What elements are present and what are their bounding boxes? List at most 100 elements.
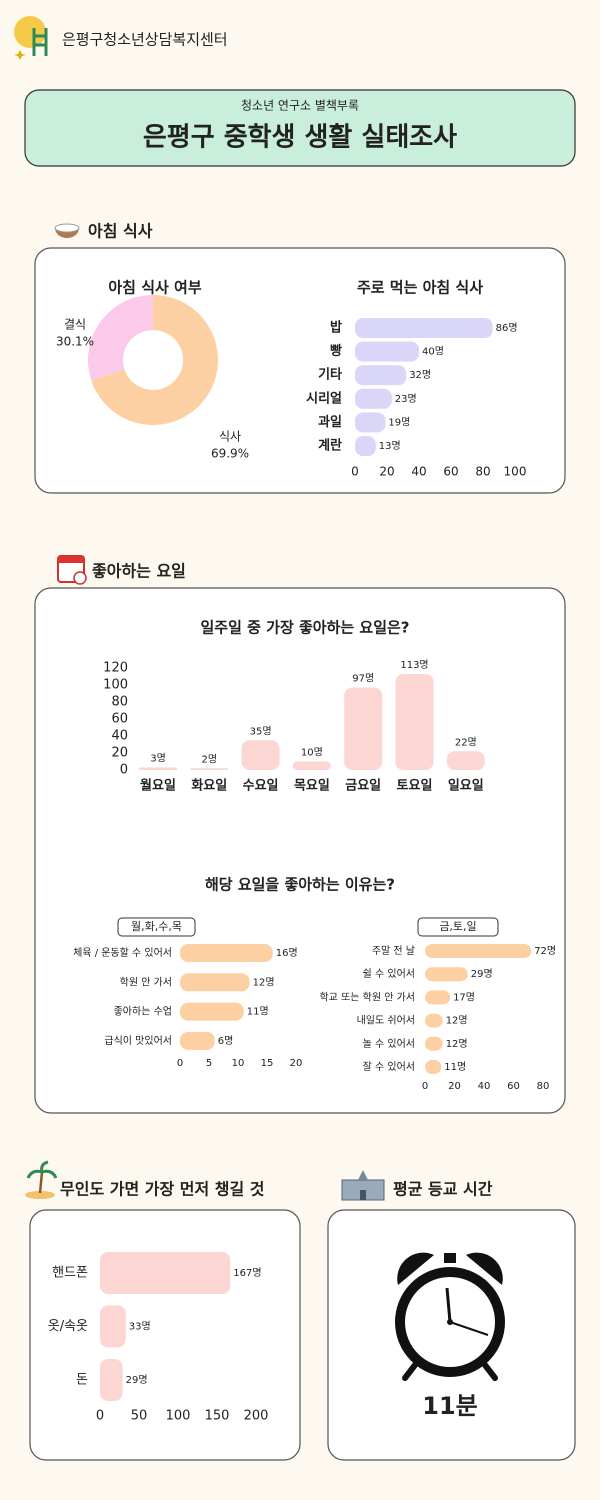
x-tick-label: 40 [411,465,426,479]
bar [355,388,392,409]
value-label: 10명 [301,747,323,759]
value-label: 167명 [233,1267,261,1279]
value-label: 33명 [129,1321,151,1333]
x-tick-label: 화요일 [191,778,227,794]
category-label: 빵 [330,343,342,359]
value-label: 86명 [496,322,518,334]
bar [425,1060,442,1074]
x-tick-label: 150 [205,1409,230,1424]
chart-title: 금,토,일 [439,919,476,933]
x-tick-label: 0 [96,1409,104,1424]
category-label: 핸드폰 [52,1265,88,1281]
value-label: 29명 [126,1374,148,1386]
x-tick-label: 5 [206,1058,212,1069]
y-tick-label: 0 [120,763,128,778]
value-label: 29명 [471,968,493,980]
bar [190,768,229,770]
bar [180,973,250,992]
x-tick-label: 20 [290,1058,303,1069]
category-label: 기타 [318,367,342,383]
x-tick-label: 20 [448,1081,461,1092]
card [29,1209,301,1461]
y-tick-label: 80 [111,695,128,710]
category-label: 계란 [318,439,342,454]
calendar-icon [57,555,87,585]
tag-box [117,917,196,937]
category-label: 학원 안 가서 [120,976,172,988]
school-icon [341,1170,385,1201]
category-label: 시리얼 [306,390,342,406]
bar [100,1305,126,1348]
category-label: 과일 [318,415,342,430]
bar [241,740,280,770]
x-tick-label: 금요일 [345,779,381,794]
x-tick-label: 월요일 [140,778,176,794]
category-label: 주말 전 날 [372,945,415,957]
pie-slice [88,295,153,381]
value-label: 17명 [453,991,475,1003]
x-tick-label: 토요일 [397,779,433,794]
value-label: 12명 [446,1015,468,1027]
bar [139,767,177,770]
x-tick-label: 수요일 [243,779,279,794]
bar [180,1002,244,1021]
value-label: 13명 [379,440,401,452]
x-tick-label: 60 [443,465,458,479]
banner-subtitle: 청소년 연구소 별책부록 [241,98,359,113]
x-tick-label: 100 [504,465,527,479]
bar [425,1013,443,1028]
chart-title: 주로 먹는 아침 식사 [357,279,483,297]
x-tick-label: 20 [379,465,394,479]
value-label: 2명 [202,753,218,765]
x-tick-label: 40 [478,1081,491,1092]
x-tick-label: 0 [177,1058,183,1069]
y-tick-label: 100 [103,678,128,693]
category-label: 옷/속옷 [48,1319,88,1334]
category-label: 잘 수 있어서 [363,1061,415,1073]
value-label: 12명 [253,976,275,988]
island-icon [25,1160,58,1199]
x-tick-label: 목요일 [294,779,330,794]
bar [100,1359,123,1401]
category-label: 돈 [76,1373,88,1388]
bar [425,944,532,958]
x-tick-label: 15 [261,1058,274,1069]
value-label: 11명 [444,1061,466,1073]
banner-title: 은평구 중학생 생활 실태조사 [143,123,457,153]
bar [355,412,386,433]
category-label: 쉴 수 있어서 [363,968,415,980]
category-label: 학교 또는 학원 안 가서 [319,991,415,1003]
pie-slice [91,295,218,425]
category-label: 밥 [330,320,342,336]
section-heading: 아침 식사 [88,222,153,241]
slice-label: 식사 [219,430,241,444]
y-tick-label: 40 [111,729,128,744]
value-label: 97명 [352,673,374,685]
slice-value: 69.9% [211,447,249,461]
logo [14,16,48,60]
bar [180,1031,215,1050]
value-label: 3명 [150,752,166,764]
tag-box [417,917,499,937]
x-tick-label: 50 [131,1409,148,1424]
y-tick-label: 60 [111,712,128,727]
org-name: 은평구청소년상담복지센터 [62,31,228,49]
value-label: 19명 [388,416,410,428]
value-label: 40명 [422,346,444,358]
bar [446,751,485,770]
bar [355,341,419,362]
value-label: 23명 [395,393,417,405]
value-label: 6명 [218,1035,234,1047]
bar [292,761,331,770]
chart-title: 월,화,수,목 [131,920,182,933]
bar [355,365,407,386]
y-tick-label: 120 [103,661,128,676]
value-label: 11명 [247,1006,269,1018]
bar [344,687,383,770]
x-tick-label: 일요일 [448,779,484,794]
value-label: 72명 [534,945,556,957]
category-label: 내일도 쉬어서 [357,1015,415,1027]
x-tick-label: 0 [422,1081,428,1092]
value-label: 12명 [446,1038,468,1050]
